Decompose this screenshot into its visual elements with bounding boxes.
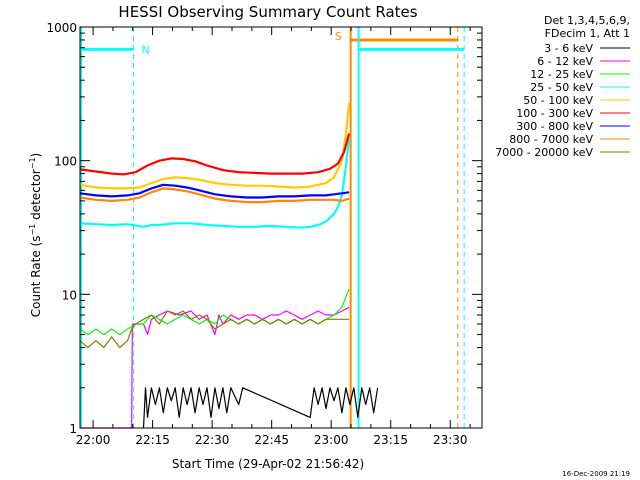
x-tick-label: 22:45 [254,433,289,447]
y-tick-label: 1 [69,422,77,436]
x-tick-label: 23:30 [433,433,468,447]
legend-label: 3 - 6 keV [544,42,593,55]
legend-header-line-2: FDecim 1, Att 1 [545,27,630,40]
series-line-7 [79,187,350,204]
y-axis-label-exp1: −1 [28,224,37,236]
axes [79,26,483,429]
legend-label: 800 - 7000 keV [509,133,593,146]
series-line-3 [79,136,351,229]
y-axis-label-mid: detector [29,169,43,224]
x-tick-label: 22:30 [195,433,230,447]
legend-label: 100 - 300 keV [516,107,593,120]
x-axis-label: Start Time (29-Apr-02 21:56:42) [172,457,364,471]
x-tick-label: 23:15 [373,433,408,447]
tick-labels: 22:00 22:15 22:30 22:45 23:00 23:15 23:30 1 10 10… [46,21,467,447]
y-axis-label-main: Count Rate (s [29,236,43,318]
legend-label: 25 - 50 keV [530,81,593,94]
annotation-S: S [335,30,342,43]
x-tick-label: 22:15 [135,433,170,447]
plot-frame [79,26,483,429]
annotation-N: N [142,43,150,56]
legend-label: 6 - 12 keV [537,55,593,68]
legend-label: 50 - 100 keV [523,94,593,107]
series-line-5 [79,133,351,176]
series-line-8 [79,310,350,349]
y-axis-label: Count Rate (s−1 detector−1) [28,153,43,317]
series-line-4 [79,102,351,190]
y-tick-label: 1000 [46,21,77,35]
legend-label: 12 - 25 keV [530,68,593,81]
legend-label: 300 - 800 keV [516,120,593,133]
series-line-6 [79,183,350,199]
y-axis-label-end: ) [29,153,43,158]
x-tick-label: 22:00 [76,433,111,447]
event-bands: NS [80,27,465,428]
y-tick-label: 10 [62,288,77,302]
y-axis-label-exp2: −1 [28,157,37,169]
series-line-0 [142,387,379,429]
series-line-1 [80,306,350,429]
y-tick-label: 100 [54,155,77,169]
legend: Det 1,3,4,5,6,9, FDecim 1, Att 1 3 - 6 k… [495,14,630,159]
chart-title: HESSI Observing Summary Count Rates [118,3,417,21]
legend-label: 7000 - 20000 keV [495,146,593,159]
x-tick-label: 23:00 [314,433,349,447]
legend-header-line-1: Det 1,3,4,5,6,9, [544,14,630,27]
series-layer [79,102,379,429]
footer-date: 16-Dec-2009 21:19 [562,470,630,478]
